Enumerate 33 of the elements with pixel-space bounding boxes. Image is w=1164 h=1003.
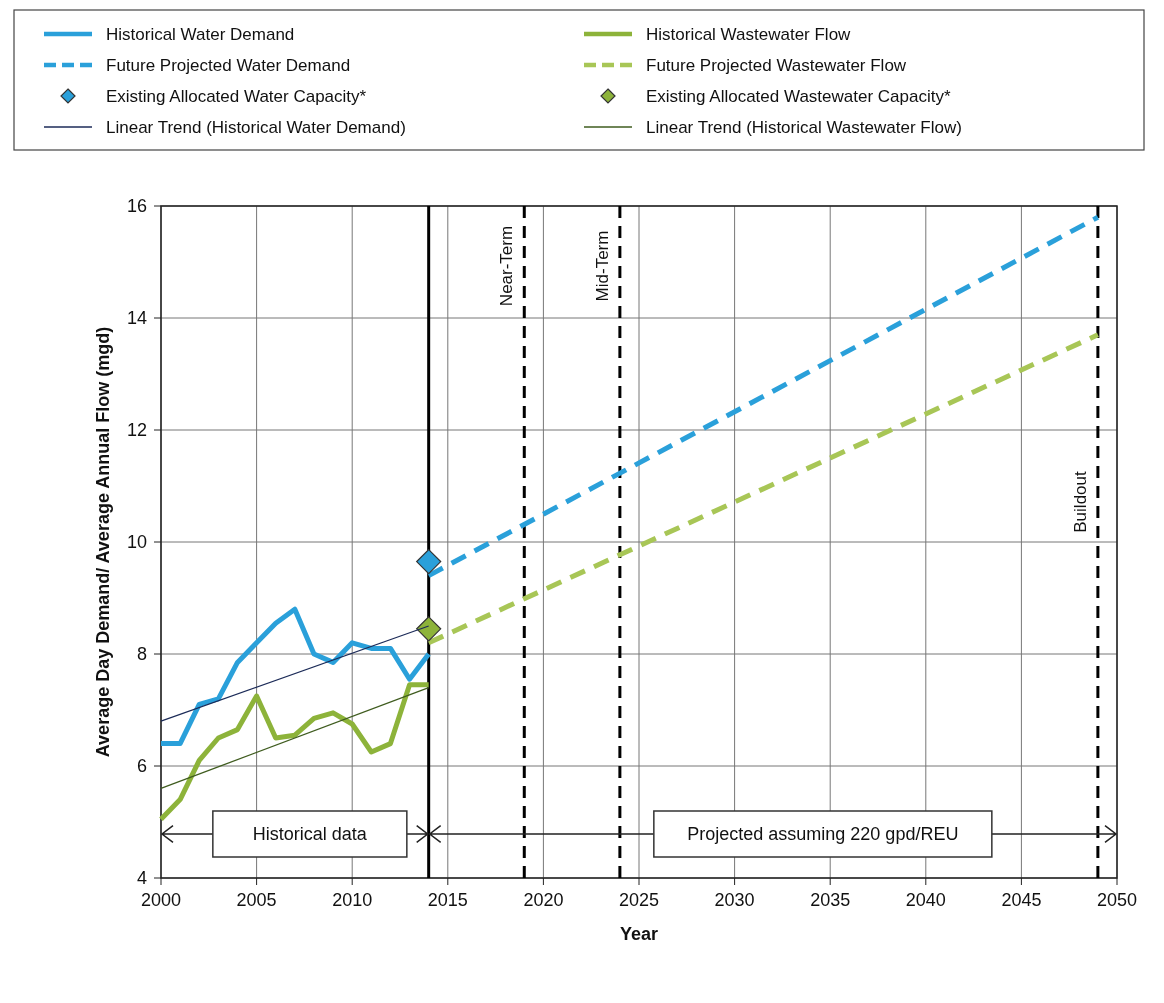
y-tick-label: 6	[136, 756, 147, 776]
x-tick-label: 2050	[1096, 890, 1138, 910]
x-axis-title: Year	[619, 924, 659, 944]
y-tick-label: 16	[126, 196, 147, 216]
x-tick-label: 2040	[905, 890, 946, 910]
annotation: Historical data	[252, 824, 368, 844]
x-tick-label: 2000	[140, 890, 182, 910]
y-tick-label: 8	[136, 644, 147, 664]
x-tick-label: 2045	[1001, 890, 1042, 910]
legend-label: Linear Trend (Historical Wastewater Flow)	[646, 118, 962, 137]
legend-label: Future Projected Wastewater Flow	[646, 56, 907, 75]
legend-label: Future Projected Water Demand	[106, 56, 351, 75]
y-tick-label: 12	[126, 420, 147, 440]
y-axis-title: Average Day Demand/ Average Annual Flow (mgd)	[93, 326, 113, 758]
legend-label: Historical Wastewater Flow	[646, 25, 852, 44]
ref-line-label: Buildout	[1070, 471, 1090, 533]
y-tick-label: 4	[136, 868, 147, 888]
legend-label: Linear Trend (Historical Water Demand)	[106, 118, 406, 137]
x-tick-label: 2025	[618, 890, 660, 910]
legend-label: Existing Allocated Wastewater Capacity*	[646, 87, 951, 106]
x-tick-label: 2035	[810, 890, 851, 910]
legend-label: Existing Allocated Water Capacity*	[106, 87, 367, 106]
x-tick-label: 2030	[714, 890, 755, 910]
ref-line-label: Mid-Term	[592, 230, 612, 302]
y-tick-label: 14	[126, 308, 147, 328]
x-tick-label: 2020	[523, 890, 564, 910]
x-tick-label: 2015	[427, 890, 468, 910]
y-tick-label: 10	[126, 532, 147, 552]
x-tick-label: 2010	[332, 890, 373, 910]
x-tick-label: 2005	[236, 890, 277, 910]
legend-label: Historical Water Demand	[106, 25, 295, 44]
ref-line-label: Near-Term	[497, 225, 517, 307]
annotation: Projected assuming 220 gpd/REU	[687, 824, 959, 844]
